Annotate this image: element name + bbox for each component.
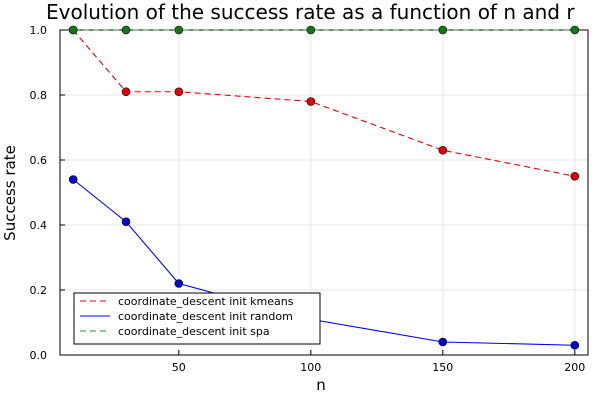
series-line (72, 29, 575, 177)
y-tick-label: 0.0 (30, 349, 48, 362)
y-tick-label: 0.2 (30, 284, 48, 297)
y-tick-label: 0.6 (30, 154, 48, 167)
x-axis-label: n (316, 376, 326, 394)
y-tick-label: 0.8 (30, 89, 48, 102)
data-point (121, 25, 131, 35)
x-tick-label: 200 (564, 361, 585, 374)
legend: coordinate_descent init kmeans coordinate… (73, 292, 321, 345)
data-point (570, 25, 580, 35)
data-point (438, 337, 448, 347)
legend-box (73, 292, 321, 345)
data-point (570, 340, 580, 350)
y-tick-label: 1.0 (30, 24, 48, 37)
data-point (438, 25, 448, 35)
data-point (174, 87, 184, 97)
data-point (306, 97, 316, 106)
series-1 (68, 25, 580, 181)
x-tick-label: 100 (300, 361, 321, 374)
x-tick-label: 50 (172, 361, 186, 374)
y-tick-label: 0.4 (30, 219, 48, 232)
data-point (438, 145, 448, 155)
y-axis-label: Success rate (1, 145, 19, 241)
y-axis-ticks: 0.0 0.2 0.4 0.6 0.8 1.0 (30, 24, 65, 362)
data-point (306, 25, 316, 35)
data-point (68, 175, 78, 184)
legend-label: coordinate_descent init spa (118, 325, 270, 338)
legend-label: coordinate_descent init random (118, 310, 293, 323)
data-point (570, 171, 580, 181)
x-axis-ticks: 50 100 150 200 (172, 350, 585, 374)
data-point (121, 87, 131, 97)
chart-title: Evolution of the success rate as a funct… (46, 0, 575, 24)
legend-label: coordinate_descent init kmeans (118, 295, 294, 308)
data-point (174, 279, 184, 288)
data-point (121, 217, 131, 227)
data-point (68, 25, 78, 35)
x-tick-label: 150 (432, 361, 453, 374)
series-3 (68, 25, 580, 35)
data-point (174, 25, 184, 35)
